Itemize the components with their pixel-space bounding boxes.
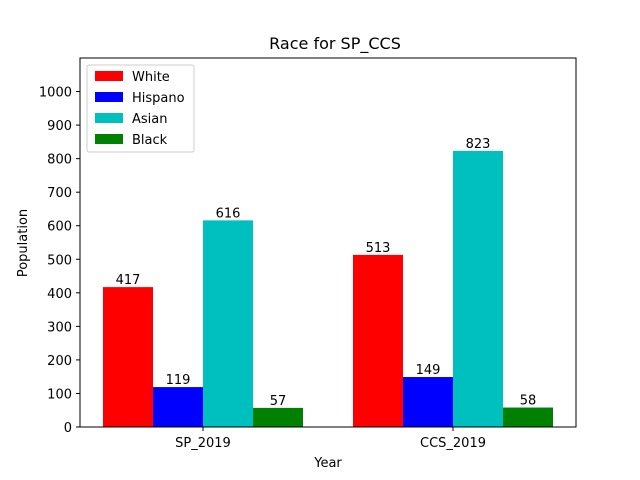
bar-white-ccs_2019 xyxy=(353,254,403,427)
y-tick-label: 600 xyxy=(47,220,72,235)
legend-label-asian: Asian xyxy=(132,112,167,127)
data-label: 417 xyxy=(116,273,141,288)
data-label: 119 xyxy=(166,373,191,388)
data-label: 57 xyxy=(270,394,287,409)
data-label: 513 xyxy=(366,241,391,256)
data-label: 58 xyxy=(520,394,537,409)
y-tick-label: 300 xyxy=(47,320,72,335)
y-tick-label: 100 xyxy=(47,387,72,402)
y-axis: 0 100 200 300 400 500 600 700 800 900 1000 xyxy=(39,86,80,436)
legend-swatch-black xyxy=(95,134,123,144)
legend-swatch-asian xyxy=(95,113,123,123)
y-tick-label: 1000 xyxy=(39,86,72,101)
legend-box xyxy=(86,64,195,153)
plot-frame xyxy=(79,57,577,428)
x-axis: SP_2019 CCS_2019 xyxy=(175,427,486,451)
legend-label-hispano: Hispano xyxy=(132,91,185,106)
y-tick-label: 0 xyxy=(64,421,72,436)
bar-hispano-sp_2019 xyxy=(153,387,203,427)
y-axis-label: Population xyxy=(16,209,31,277)
data-label: 823 xyxy=(466,137,491,152)
x-tick-label: CCS_2019 xyxy=(420,436,486,451)
y-tick-label: 500 xyxy=(47,253,72,268)
data-labels-group: 417 119 616 57 513 149 823 58 xyxy=(116,137,537,409)
data-label: 616 xyxy=(216,206,241,221)
x-tick-label: SP_2019 xyxy=(175,436,231,451)
bar-black-sp_2019 xyxy=(253,407,303,427)
chart-title: Race for SP_CCS xyxy=(269,34,401,54)
bar-asian-sp_2019 xyxy=(203,220,253,427)
legend: White Hispano Asian Black xyxy=(86,64,195,153)
data-label: 149 xyxy=(416,363,441,378)
legend-label-white: White xyxy=(132,70,170,85)
bar-hispano-ccs_2019 xyxy=(403,377,453,427)
y-tick-label: 900 xyxy=(47,119,72,134)
bars-group xyxy=(103,150,553,428)
y-tick-label: 700 xyxy=(47,186,72,201)
x-axis-label: Year xyxy=(313,456,342,471)
legend-swatch-hispano xyxy=(95,92,123,102)
legend-label-black: Black xyxy=(132,133,168,148)
bar-white-sp_2019 xyxy=(103,287,153,427)
y-tick-label: 200 xyxy=(47,354,72,369)
bar-asian-ccs_2019 xyxy=(453,150,503,428)
bar-black-ccs_2019 xyxy=(503,407,553,427)
y-tick-label: 800 xyxy=(47,153,72,168)
legend-swatch-white xyxy=(95,71,123,81)
y-tick-label: 400 xyxy=(47,287,72,302)
